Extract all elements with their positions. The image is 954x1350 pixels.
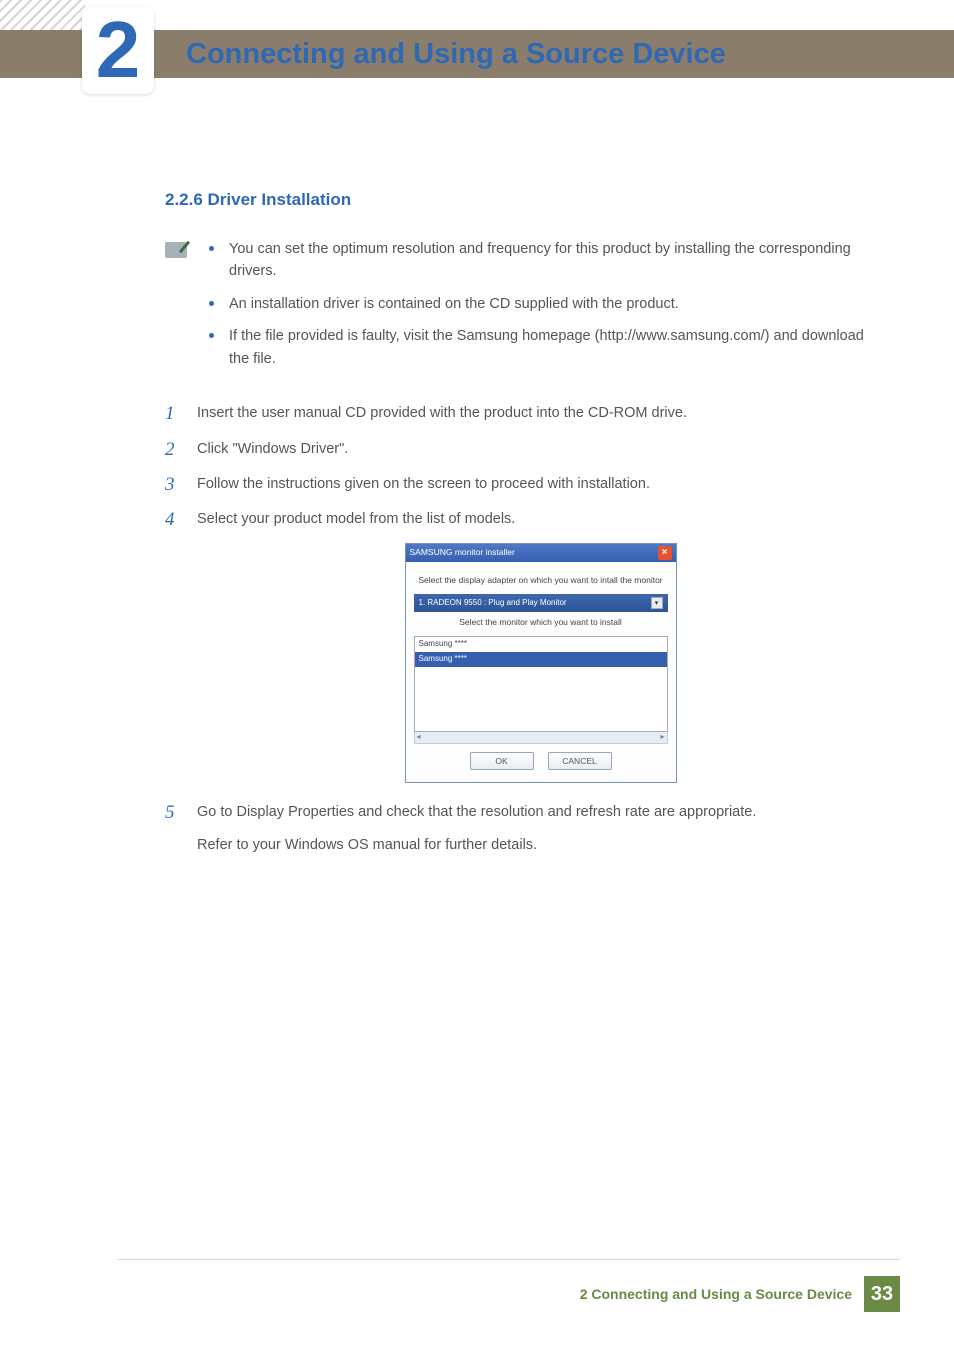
footer-chapter-text: 2 Connecting and Using a Source Device [580,1286,852,1302]
installer-titlebar: SAMSUNG monitor installer × [406,544,676,562]
installer-dialog: SAMSUNG monitor installer × Select the d… [405,543,677,783]
step-number: 3 [165,470,175,500]
step-text: Select your product model from the list … [197,511,515,527]
step-number: 4 [165,505,175,535]
cancel-button[interactable]: CANCEL [548,752,612,770]
installer-title-text: SAMSUNG monitor installer [410,546,515,560]
list-item[interactable]: Samsung **** [415,652,667,667]
step-number: 1 [165,399,175,429]
step-item: 5 Go to Display Properties and check tha… [165,801,884,857]
horizontal-scrollbar[interactable]: ◂ ▸ [414,732,668,744]
installer-body: Select the display adapter on which you … [406,562,676,782]
chevron-down-icon[interactable]: ▾ [651,597,663,609]
page-content: 2.2.6 Driver Installation You can set th… [165,190,884,869]
footer-divider [118,1259,900,1260]
step-number: 2 [165,435,175,465]
close-icon[interactable]: × [658,546,672,560]
step-item: 1 Insert the user manual CD provided wit… [165,402,884,425]
chapter-title: Connecting and Using a Source Device [186,38,726,71]
installer-adapter-label: Select the display adapter on which you … [414,574,668,588]
section-heading: 2.2.6 Driver Installation [165,190,884,210]
installer-adapter-select[interactable]: 1. RADEON 9550 : Plug and Play Monitor ▾ [414,594,668,613]
note-block: You can set the optimum resolution and f… [165,238,884,380]
installer-monitor-list[interactable]: Samsung **** Samsung **** [414,636,668,732]
installer-monitor-label: Select the monitor which you want to ins… [414,616,668,630]
note-bullet: An installation driver is contained on t… [201,293,884,315]
step-text: Go to Display Properties and check that … [197,804,756,820]
step-item: 3 Follow the instructions given on the s… [165,473,884,496]
step-item: 2 Click "Windows Driver". [165,438,884,461]
page-footer: 2 Connecting and Using a Source Device 3… [580,1276,900,1312]
step-subtext: Refer to your Windows OS manual for furt… [197,834,884,857]
step-text: Click "Windows Driver". [197,441,348,457]
note-bullet: You can set the optimum resolution and f… [201,238,884,283]
list-item[interactable]: Samsung **** [415,637,667,652]
ok-button[interactable]: OK [470,752,534,770]
installer-button-row: OK CANCEL [414,744,668,774]
chapter-number-badge: 2 [82,6,154,94]
step-item: 4 Select your product model from the lis… [165,508,884,783]
note-bullet: If the file provided is faulty, visit th… [201,325,884,370]
step-text: Insert the user manual CD provided with … [197,405,687,421]
step-text: Follow the instructions given on the scr… [197,476,650,492]
note-bullet-list: You can set the optimum resolution and f… [201,238,884,380]
step-number: 5 [165,798,175,828]
scroll-right-icon[interactable]: ▸ [660,731,664,744]
footer-page-number: 33 [864,1276,900,1312]
note-pencil-icon [165,240,187,258]
step-list: 1 Insert the user manual CD provided wit… [165,402,884,857]
installer-adapter-value: 1. RADEON 9550 : Plug and Play Monitor [419,597,567,610]
chapter-number: 2 [96,10,141,90]
scroll-left-icon[interactable]: ◂ [417,731,421,744]
